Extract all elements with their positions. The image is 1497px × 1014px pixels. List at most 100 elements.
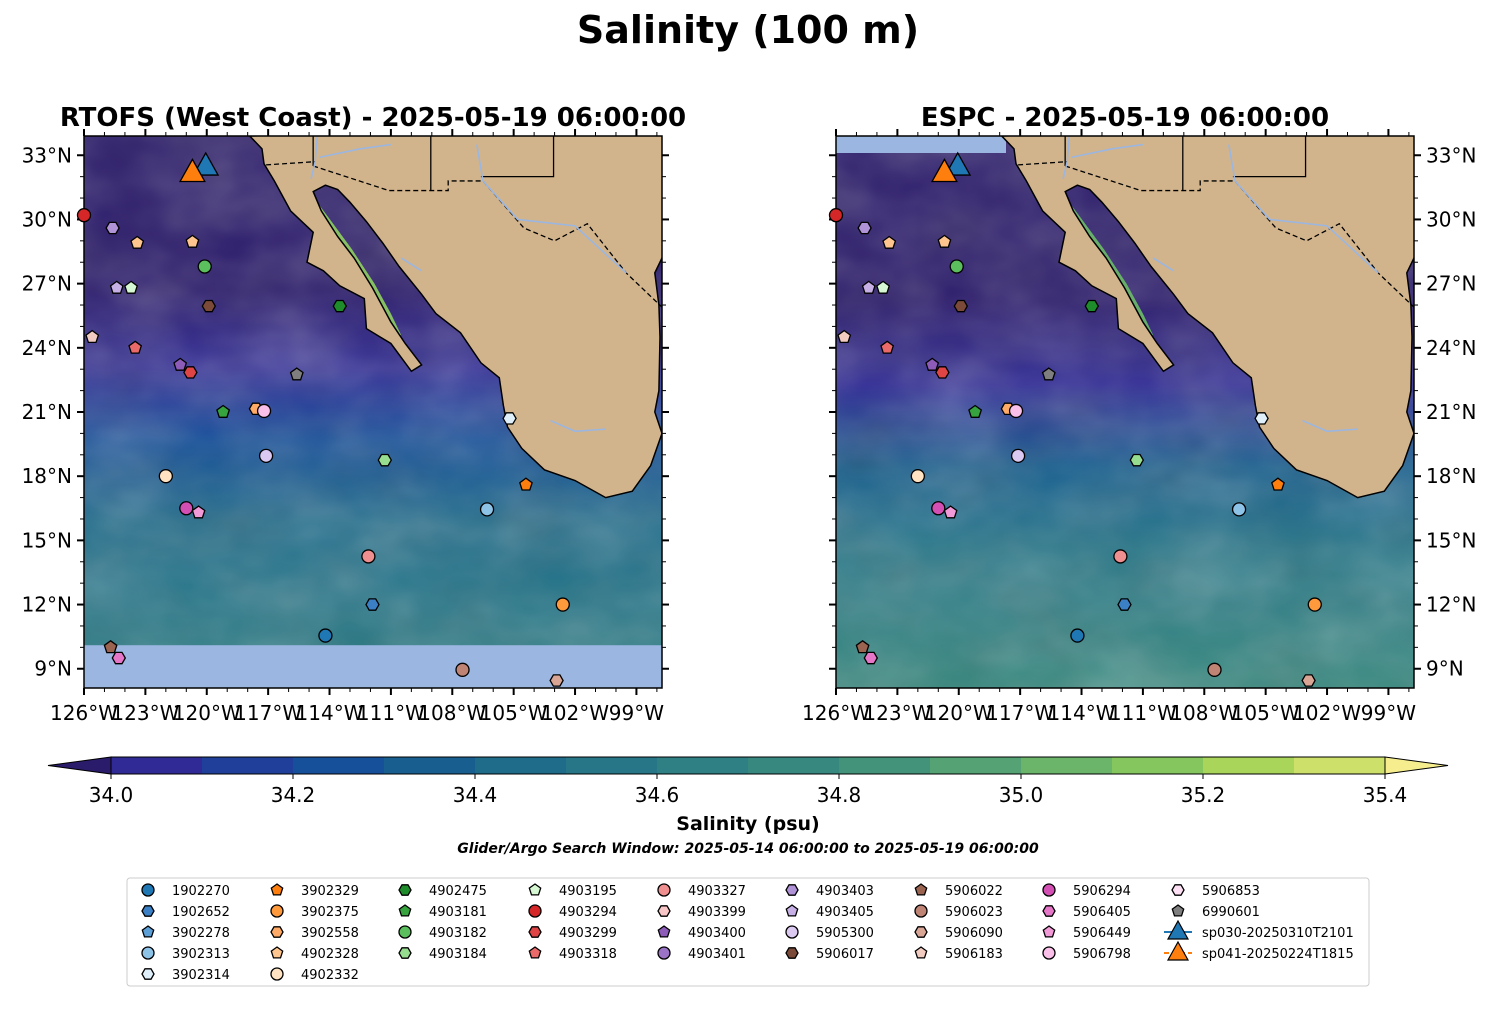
- colorbar-tick-label: 35.4: [1363, 783, 1408, 807]
- legend-marker: [528, 904, 542, 918]
- float-marker-3902313: [479, 502, 495, 517]
- lon-tick-label: 102°W: [1293, 701, 1361, 725]
- river: [319, 143, 392, 159]
- float-marker-4903318: [880, 340, 895, 354]
- legend-marker: [785, 884, 799, 896]
- legend-marker: [914, 926, 928, 938]
- float-marker-1902270: [318, 628, 333, 643]
- state-border: [480, 136, 555, 178]
- colorbar-bin: [475, 757, 567, 774]
- rtofs-float-markers: [76, 151, 570, 687]
- float-marker-4903405: [861, 280, 876, 294]
- lat-tick-label: 12°N: [1426, 593, 1476, 617]
- float-marker-1902652: [1117, 598, 1132, 611]
- float-marker-3902329: [1271, 477, 1285, 491]
- legend-label: 4903401: [688, 947, 746, 962]
- legend-marker: [1042, 925, 1056, 938]
- rtofs-panel-title: RTOFS (West Coast) - 2025-05-19 06:00:00: [60, 103, 686, 133]
- float-marker-4902332: [158, 469, 173, 484]
- colorbar-tick-label: 34.4: [453, 783, 498, 807]
- lat-tick-label: 27°N: [22, 272, 72, 296]
- lat-tick-label: 9°N: [34, 657, 72, 681]
- colorbar-tick-label: 34.6: [635, 783, 680, 807]
- colorbar-bin: [566, 757, 658, 774]
- lon-tick-label: 111°W: [1109, 701, 1177, 725]
- float-marker-5906023: [455, 662, 470, 677]
- float-marker-4903400: [173, 357, 188, 371]
- state-border: [1232, 136, 1307, 178]
- river: [1152, 257, 1175, 272]
- lon-tick-label: 105°W: [480, 701, 548, 725]
- float-marker-5906183: [837, 329, 852, 344]
- lon-tick-label: 120°W: [173, 701, 241, 725]
- colorbar-tick-label: 34.2: [271, 783, 316, 807]
- lat-tick-label: 33°N: [22, 143, 72, 167]
- colorbar-min-extension: [47, 756, 112, 775]
- legend-label: 4903318: [559, 947, 617, 962]
- legend-marker: [141, 883, 155, 897]
- colorbar-bin: [1294, 757, 1386, 774]
- legend-marker: [1042, 905, 1056, 917]
- float-marker-5906294: [931, 501, 946, 516]
- lon-tick-label: 117°W: [234, 701, 302, 725]
- float-marker-4903299: [935, 366, 950, 379]
- float-marker-4903182: [949, 259, 964, 274]
- lon-tick-label: 126°W: [802, 701, 870, 725]
- legend-marker: [785, 904, 799, 917]
- legend-label: 5906022: [945, 884, 1003, 899]
- espc-map-panel: ESPC - 2025-05-19 06:00:00 126°W123°W120…: [802, 103, 1476, 725]
- float-marker-5906017: [201, 299, 217, 313]
- legend-marker: [657, 883, 671, 897]
- lat-tick-label: 18°N: [22, 464, 72, 488]
- float-marker-4903400: [925, 357, 940, 371]
- legend-label: sp041-20250224T1815: [1202, 947, 1354, 962]
- float-marker-4903195: [124, 280, 138, 294]
- float-marker-3902375: [1307, 597, 1322, 612]
- float-marker-5906090: [549, 674, 564, 687]
- lat-tick-label: 24°N: [22, 336, 72, 360]
- lat-tick-label: 33°N: [1426, 143, 1476, 167]
- river: [550, 419, 606, 433]
- colorbar-bin: [1112, 757, 1204, 774]
- float-marker-4903294: [76, 208, 92, 223]
- float-marker-6990601: [289, 367, 304, 381]
- legend-label: 4903181: [429, 905, 487, 920]
- colorbar-bin: [657, 757, 749, 774]
- float-marker-5906183: [85, 329, 100, 344]
- float-marker-4902332: [910, 469, 925, 484]
- legend-label: 4903195: [559, 884, 617, 899]
- float-marker-4903181: [216, 404, 231, 418]
- float-marker-3902314: [502, 412, 517, 425]
- float-marker-4902328: [130, 235, 145, 249]
- legend-marker: [398, 925, 412, 939]
- float-marker-5906405: [863, 651, 879, 665]
- lon-tick-label: 126°W: [50, 701, 118, 725]
- country-border: [1064, 165, 1414, 308]
- legend-marker: [270, 946, 284, 959]
- legend-label: 5906294: [1073, 884, 1131, 899]
- colorbar-bin: [111, 757, 203, 774]
- float-marker-5906405: [111, 651, 127, 665]
- lat-tick-label: 15°N: [22, 528, 72, 552]
- figure-title: Salinity (100 m): [577, 8, 919, 52]
- legend-label: 4903403: [816, 884, 874, 899]
- lon-tick-label: 105°W: [1232, 701, 1300, 725]
- legend-label: 5906017: [816, 947, 874, 962]
- legend-marker: [1042, 883, 1056, 897]
- river: [1062, 136, 1071, 179]
- lon-tick-label: 108°W: [1170, 701, 1238, 725]
- colorbar-bin: [839, 757, 931, 774]
- colorbar-bin: [748, 757, 840, 774]
- lon-tick-label: 99°W: [1361, 701, 1416, 725]
- float-marker-3902314: [1254, 412, 1269, 425]
- rtofs-axis-ticks: 126°W123°W120°W117°W114°W111°W108°W105°W…: [22, 129, 669, 725]
- float-marker-4903405: [109, 280, 124, 294]
- float-marker-4903181: [968, 404, 983, 418]
- legend-marker: [657, 905, 671, 917]
- legend-label: 5906183: [945, 947, 1003, 962]
- legend-label: 4903399: [688, 905, 746, 920]
- glider-marker-sp030-20250310T2101: [192, 151, 220, 176]
- espc-axis-ticks: 126°W123°W120°W117°W114°W111°W108°W105°W…: [802, 129, 1476, 725]
- legend-triangle-marker: [1166, 940, 1190, 961]
